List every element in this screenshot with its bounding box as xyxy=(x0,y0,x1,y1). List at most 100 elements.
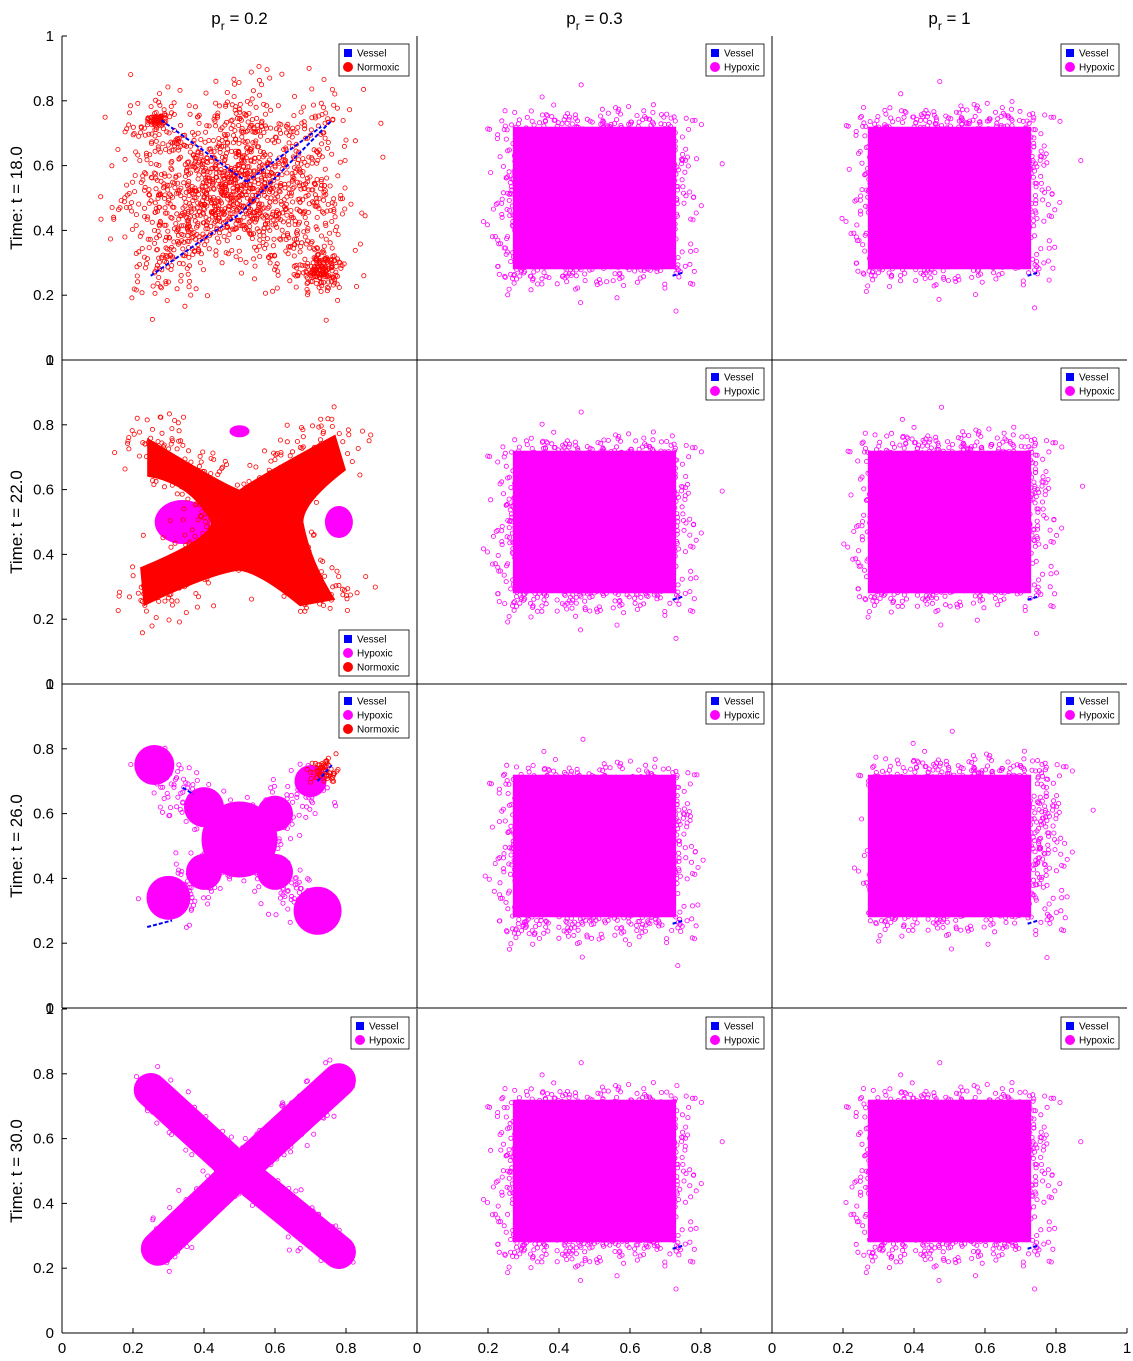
hypoxic-series-point xyxy=(672,144,678,150)
normoxic-series-point xyxy=(342,587,348,593)
normoxic-series-point xyxy=(190,251,196,257)
hypoxic-series-point xyxy=(687,189,693,195)
hypoxic-series-point xyxy=(859,114,865,120)
hypoxic-series-point xyxy=(484,222,490,228)
normoxic-series-point xyxy=(176,187,182,193)
hypoxic-series-point xyxy=(888,136,894,142)
hypoxic-series-point xyxy=(902,146,908,152)
hypoxic-series-point xyxy=(554,259,560,265)
hypoxic-series-point xyxy=(992,143,998,149)
normoxic-series-point xyxy=(322,120,328,126)
normoxic-series-point xyxy=(217,103,223,109)
normoxic-series-point xyxy=(198,459,204,465)
hypoxic-series-point xyxy=(931,195,937,201)
hypoxic-series-point xyxy=(659,158,665,164)
normoxic-series-point xyxy=(318,280,324,286)
normoxic-series-point xyxy=(167,518,173,524)
hypoxic-series-point xyxy=(654,263,660,269)
normoxic-series-point xyxy=(331,102,337,108)
hypoxic-series-point xyxy=(870,150,876,156)
hypoxic-series-point xyxy=(572,112,578,118)
hypoxic-series-point xyxy=(698,122,704,128)
normoxic-series-point xyxy=(320,603,326,609)
hypoxic-series-point xyxy=(1046,238,1052,244)
hypoxic-series-point xyxy=(492,233,498,239)
normoxic-series-point xyxy=(228,126,234,132)
hypoxic-series-point xyxy=(551,193,557,199)
normoxic-series-point xyxy=(286,485,292,491)
hypoxic-series-point xyxy=(862,133,868,139)
normoxic-series-point xyxy=(162,192,168,198)
normoxic-series-point xyxy=(289,449,295,455)
normoxic-series-point xyxy=(279,511,285,517)
hypoxic-series-point xyxy=(1012,180,1018,186)
hypoxic-series-point xyxy=(557,203,563,209)
normoxic-series-point xyxy=(213,516,219,522)
hypoxic-series-point xyxy=(955,273,961,279)
normoxic-series-point xyxy=(198,162,204,168)
hypoxic-series-point xyxy=(505,174,511,180)
normoxic-series-point xyxy=(266,492,272,498)
normoxic-series-point xyxy=(268,500,274,506)
normoxic-series-point xyxy=(204,155,210,161)
hypoxic-series-point xyxy=(527,220,533,226)
hypoxic-series-point xyxy=(619,193,625,199)
hypoxic-series-point xyxy=(900,266,906,272)
normoxic-series-point xyxy=(290,589,296,595)
hypoxic-series-point xyxy=(900,236,906,242)
hypoxic-series-point xyxy=(558,207,564,213)
axes xyxy=(771,36,1127,361)
normoxic-series-point xyxy=(192,236,198,242)
hypoxic-series-point xyxy=(858,193,864,199)
hypoxic-series-point xyxy=(527,223,533,229)
hypoxic-series-point xyxy=(963,249,969,255)
hypoxic-series-point xyxy=(580,243,586,249)
hypoxic-series-point xyxy=(886,127,892,133)
normoxic-series-point xyxy=(195,176,201,182)
hypoxic-series-point xyxy=(907,236,913,242)
normoxic-series-point xyxy=(335,232,341,238)
hypoxic-series-point xyxy=(990,220,996,226)
hypoxic-series-point xyxy=(616,256,622,262)
hypoxic-series-point xyxy=(917,229,923,235)
normoxic-series-point xyxy=(256,543,262,549)
normoxic-series-point xyxy=(277,479,283,485)
normoxic-series-point xyxy=(198,202,204,208)
normoxic-series-point xyxy=(248,218,254,224)
hypoxic-series-point xyxy=(577,181,583,187)
normoxic-series-point xyxy=(329,423,335,429)
normoxic-series-point xyxy=(292,170,298,176)
normoxic-series-point xyxy=(321,183,327,189)
normoxic-series-point xyxy=(264,194,270,200)
hypoxic-series-point xyxy=(1011,168,1017,174)
normoxic-series-point xyxy=(122,234,128,240)
normoxic-series-point xyxy=(241,214,247,220)
hypoxic-series-point xyxy=(917,124,923,130)
normoxic-series-point xyxy=(234,207,240,213)
hypoxic-series-point xyxy=(919,221,925,227)
hypoxic-series-point xyxy=(920,157,926,163)
normoxic-series-point xyxy=(308,127,314,133)
normoxic-series-point xyxy=(344,608,350,614)
normoxic-series-point xyxy=(183,189,189,195)
normoxic-series-point xyxy=(282,206,288,212)
hypoxic-series-point xyxy=(567,234,573,240)
hypoxic-series-point xyxy=(586,158,592,164)
hypoxic-series-point xyxy=(1016,180,1022,186)
normoxic-series-point xyxy=(300,596,306,602)
normoxic-series-point xyxy=(188,206,194,212)
normoxic-series-point xyxy=(243,259,249,265)
hypoxic-series-point xyxy=(986,165,992,171)
hypoxic-series-point xyxy=(949,136,955,142)
hypoxic-series-point xyxy=(999,270,1005,276)
hypoxic-series-point xyxy=(908,142,914,148)
normoxic-series-point xyxy=(178,278,184,284)
normoxic-series-point xyxy=(122,156,128,162)
hypoxic-series-point xyxy=(893,154,899,160)
normoxic-series-point xyxy=(201,468,207,474)
hypoxic-series-point xyxy=(652,163,658,169)
hypoxic-series-point xyxy=(1011,134,1017,140)
hypoxic-series xyxy=(480,82,725,314)
normoxic-series-point xyxy=(216,560,222,566)
